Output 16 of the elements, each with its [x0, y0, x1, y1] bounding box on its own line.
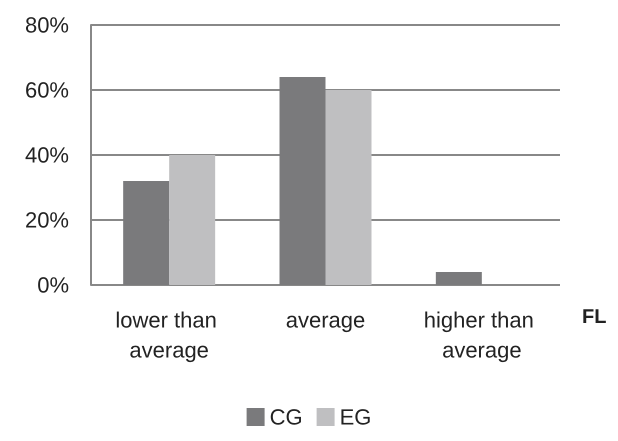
x-axis-title: FL [582, 306, 606, 328]
x-tick-label: lower than average [115, 308, 223, 362]
y-tick-label: 20% [24, 208, 69, 232]
y-tick-label: 0% [37, 272, 69, 298]
y-tick-label: 80% [24, 12, 69, 38]
bar [436, 272, 482, 285]
legend-label: CG [270, 404, 303, 430]
bar [280, 77, 326, 285]
y-tick-label: 60% [24, 78, 69, 102]
x-tick-label: higher than average [424, 308, 540, 362]
bar [169, 155, 216, 285]
x-tick-label: average [286, 308, 366, 332]
bar [123, 181, 170, 285]
bar [326, 90, 372, 285]
legend-label: EG [340, 404, 372, 430]
y-tick-label: 40% [24, 142, 69, 168]
